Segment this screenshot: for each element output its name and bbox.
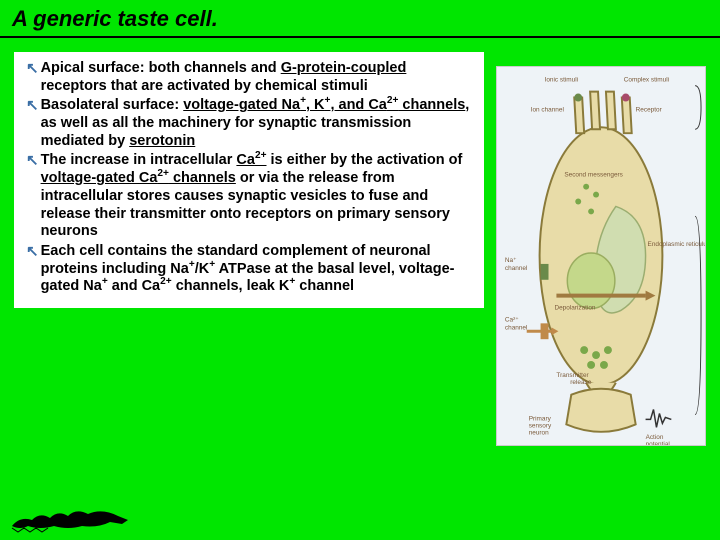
lbl-receptor: Receptor <box>636 106 663 113</box>
bullet-text: Basolateral surface: voltage-gated Na+, … <box>41 97 472 150</box>
bullet-text: Apical surface: both channels and G-prot… <box>41 60 472 95</box>
taste-cell-diagram: Ionic stimuli Complex stimuli Ion channe… <box>496 66 706 446</box>
bullet-text: The increase in intracellular Ca2+ is ei… <box>41 152 472 240</box>
bullet-item: ↖The increase in intracellular Ca2+ is e… <box>26 152 472 240</box>
lbl-2ndmsg: Second messengers <box>564 172 623 179</box>
lbl-ionch: Ion channel <box>531 106 564 113</box>
bullet-item: ↖Apical surface: both channels and G-pro… <box>26 60 472 95</box>
crocodile-icon <box>10 498 130 534</box>
bullet-arrow-icon: ↖ <box>26 97 39 150</box>
lbl-complex: Complex stimuli <box>624 77 669 84</box>
bullet-item: ↖Each cell contains the standard complem… <box>26 243 472 296</box>
slide-title: A generic taste cell. <box>0 0 720 38</box>
bullet-arrow-icon: ↖ <box>26 152 39 240</box>
lbl-ca: Ca²⁺ <box>505 316 519 323</box>
lbl-na: Na⁺ <box>505 257 517 264</box>
bullet-item: ↖Basolateral surface: voltage-gated Na+,… <box>26 97 472 150</box>
lbl-depol: Depolarization <box>554 304 595 311</box>
lbl-na2: channel <box>505 265 528 272</box>
lbl-rel2: release <box>570 379 591 386</box>
bullet-text: Each cell contains the standard compleme… <box>41 243 472 296</box>
bullet-arrow-icon: ↖ <box>26 60 39 95</box>
lbl-er: Endoplasmic reticulum <box>648 241 705 248</box>
lbl-psn3: neuron <box>529 429 549 436</box>
bullet-panel: ↖Apical surface: both channels and G-pro… <box>14 52 484 308</box>
lbl-ca2: channel <box>505 324 528 331</box>
lbl-ionic: Ionic stimuli <box>545 77 579 84</box>
bullet-arrow-icon: ↖ <box>26 243 39 296</box>
lbl-ap2: potential <box>646 441 670 445</box>
